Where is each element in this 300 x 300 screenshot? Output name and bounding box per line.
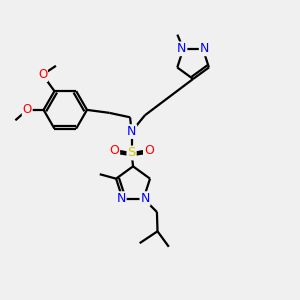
Text: N: N [200,42,209,56]
Text: O: O [110,144,119,157]
Text: N: N [140,192,150,205]
Text: N: N [177,42,187,56]
Text: N: N [127,125,136,138]
Text: N: N [116,192,126,205]
Text: S: S [128,146,136,160]
Text: O: O [144,144,154,157]
Text: O: O [38,68,47,81]
Text: O: O [22,103,32,116]
